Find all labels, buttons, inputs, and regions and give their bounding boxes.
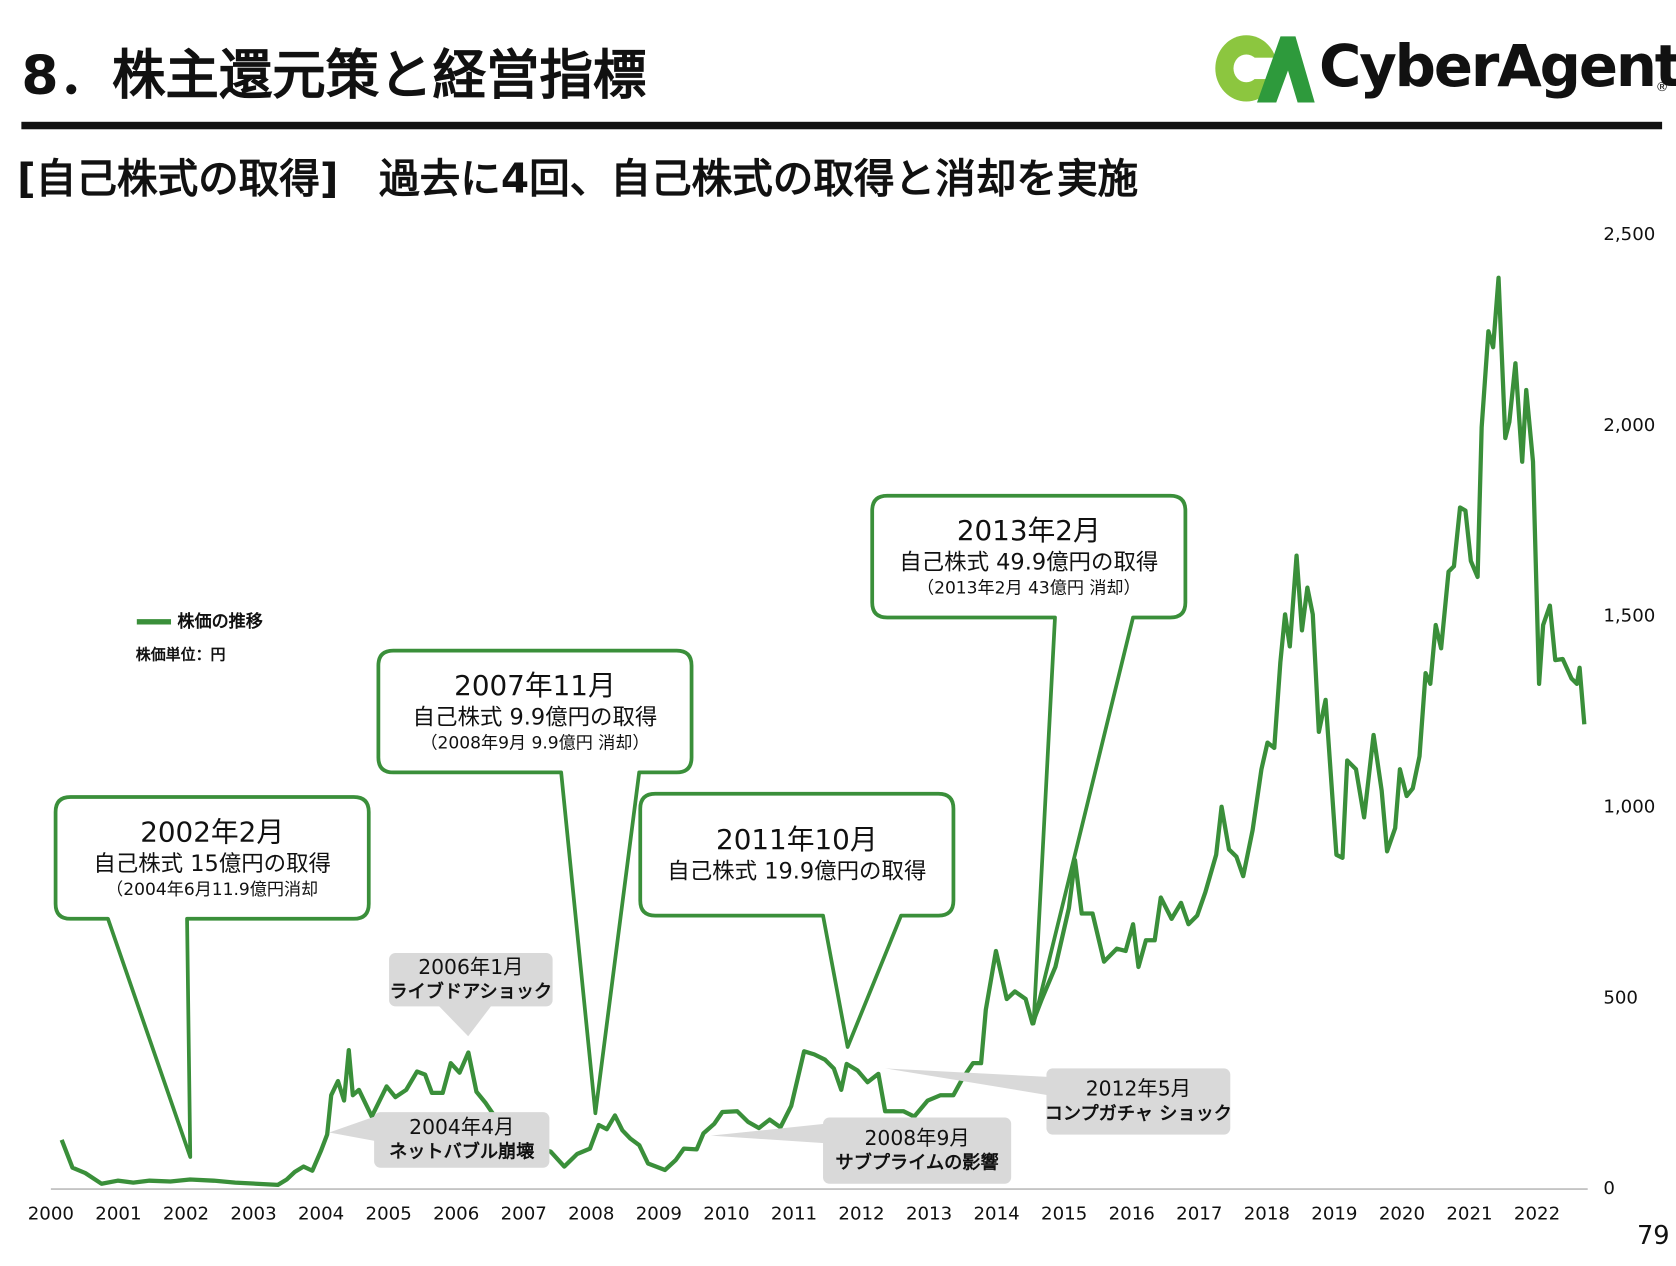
header-rule (21, 121, 1663, 130)
event-pointer (438, 1005, 492, 1037)
x-tick-label: 2007 (501, 1204, 547, 1225)
y-tick-label: 2,500 (1603, 224, 1655, 245)
slide-title: 8．株主還元策と経営指標 (21, 44, 646, 107)
price-line (59, 275, 1587, 1188)
x-tick-label: 2014 (974, 1204, 1020, 1225)
event-pointer (710, 1123, 825, 1144)
x-tick-label: 2004 (298, 1204, 344, 1225)
x-tick-label: 2005 (366, 1204, 412, 1225)
callout-text: （2004年6月11.9億円消却 (106, 880, 318, 900)
logo-mark: ® (1656, 80, 1669, 95)
y-tick-label: 2,000 (1603, 415, 1655, 436)
event-box (389, 952, 553, 1007)
x-tick-label: 2008 (568, 1204, 614, 1225)
callout-box (53, 795, 371, 1159)
x-tick-label: 2018 (1244, 1204, 1290, 1225)
callout-text: 自己株式 15億円の取得 (93, 851, 331, 877)
y-tick-label: 500 (1603, 987, 1638, 1008)
x-tick-label: 2017 (1176, 1204, 1222, 1225)
x-tick-label: 2000 (28, 1204, 74, 1225)
unit-note: 株価単位：円 (136, 645, 226, 663)
x-tick-label: 2001 (95, 1204, 141, 1225)
x-tick-label: 2012 (838, 1204, 884, 1225)
event-text: 2012年5月 (1086, 1077, 1191, 1101)
x-tick-label: 2011 (771, 1204, 817, 1225)
event-pointer (885, 1068, 1048, 1096)
callout-text: 自己株式 9.9億円の取得 (413, 704, 658, 730)
slide-subtitle: [自己株式の取得] 過去に4回、自己株式の取得と消却を実施 (17, 155, 1138, 203)
event-box (823, 1117, 1012, 1184)
event-pointer (329, 1116, 376, 1142)
y-tick-label: 1,000 (1603, 796, 1655, 817)
event-box (1046, 1068, 1231, 1135)
event-box (374, 1112, 550, 1168)
x-tick-label: 2006 (433, 1204, 479, 1225)
callout-box (638, 791, 956, 1049)
x-tick-label: 2021 (1446, 1204, 1492, 1225)
x-tick-label: 2002 (163, 1204, 209, 1225)
x-tick-label: 2015 (1041, 1204, 1087, 1225)
logo-icon (1215, 35, 1315, 103)
callout-box (376, 648, 694, 1116)
callout-text: 自己株式 19.9億円の取得 (667, 858, 926, 884)
event-text: サブプライムの影響 (836, 1151, 999, 1173)
logo-text: CyberAgent (1319, 32, 1676, 100)
event-text: 2004年4月 (409, 1115, 514, 1139)
event-text: ネットバブル崩壊 (389, 1141, 535, 1163)
x-tick-label: 2013 (906, 1204, 952, 1225)
callout-text: 自己株式 49.9億円の取得 (899, 550, 1158, 576)
y-tick-label: 0 (1603, 1178, 1615, 1199)
legend-label: 株価の推移 (177, 611, 262, 632)
callout-box (870, 493, 1188, 1026)
callout-text: （2013年2月 43億円 消却） (917, 579, 1141, 599)
page-number: 79 (1637, 1221, 1670, 1251)
event-text: コンプガチャ ショック (1045, 1102, 1232, 1124)
x-tick-label: 2009 (636, 1204, 682, 1225)
x-tick-label: 2019 (1311, 1204, 1357, 1225)
callout-text: 2002年2月 (140, 815, 284, 848)
callout-text: （2008年9月 9.9億円 消却） (420, 734, 649, 754)
x-tick-label: 2003 (230, 1204, 276, 1225)
y-tick-label: 1,500 (1603, 606, 1655, 627)
callout-text: 2013年2月 (957, 514, 1101, 547)
x-tick-label: 2022 (1514, 1204, 1560, 1225)
event-text: 2008年9月 (864, 1126, 969, 1150)
x-tick-label: 2020 (1379, 1204, 1425, 1225)
event-text: ライブドアショック (389, 981, 552, 1003)
callout-text: 2007年11月 (454, 669, 616, 702)
x-tick-label: 2010 (703, 1204, 749, 1225)
event-text: 2006年1月 (418, 955, 523, 979)
callout-text: 2011年10月 (716, 823, 878, 856)
x-tick-label: 2016 (1109, 1204, 1155, 1225)
